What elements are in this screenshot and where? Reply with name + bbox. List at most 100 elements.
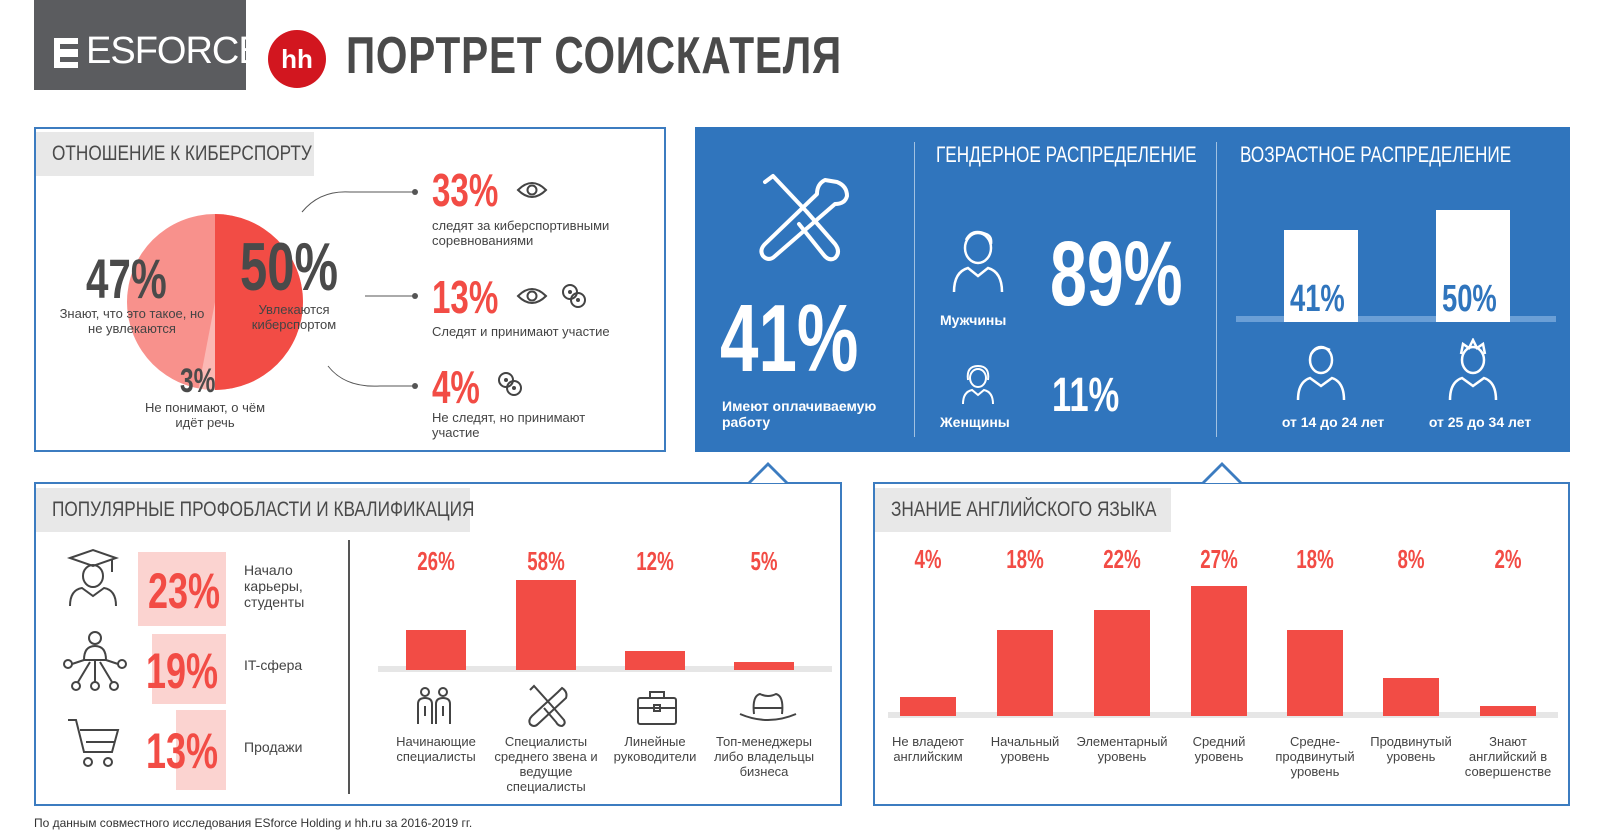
qualification-category-label: Топ-менеджеры либо владельцы бизнеса <box>713 734 815 779</box>
divider <box>348 540 350 794</box>
cart-icon <box>66 716 122 772</box>
eye-icon <box>516 286 548 306</box>
qualification-category-label: Линейные руководители <box>613 734 697 764</box>
age-title: ВОЗРАСТНОЕ РАСПРЕДЕЛЕНИЕ <box>1240 142 1512 167</box>
work-label: Имеют оплачиваемую работу <box>722 398 877 430</box>
area-1-label: Начало карьеры, студенты <box>244 562 305 610</box>
briefcase-icon <box>636 690 678 726</box>
demographics-panel <box>695 127 1570 452</box>
age-2-label: от 25 до 34 лет <box>1428 414 1532 430</box>
area-bg <box>176 710 226 790</box>
qualification-value-label: 12% <box>636 546 674 576</box>
area-2-value: 19% <box>146 643 219 699</box>
age-2-value: 50% <box>1442 278 1497 320</box>
qualification-bar <box>406 629 466 670</box>
english-value-label: 22% <box>1103 544 1141 574</box>
age-bar-1 <box>1284 230 1358 322</box>
slice-47-value: 47% <box>86 247 167 310</box>
person-icon <box>1446 338 1500 402</box>
female-label: Женщины <box>940 414 1010 430</box>
english-value-label: 18% <box>1006 544 1044 574</box>
detail-2-text: Следят и принимают участие <box>432 324 610 339</box>
age-1-label: от 14 до 24 лет <box>1281 414 1385 430</box>
slice-3-value: 3% <box>180 362 216 400</box>
qualification-value-label: 5% <box>750 546 778 576</box>
female-avatar-icon <box>960 364 996 406</box>
qualification-bar <box>625 651 685 670</box>
english-value-label: 2% <box>1494 544 1522 574</box>
slice-3-label: Не понимают, о чём идёт речь <box>144 400 266 430</box>
hh-logo: hh <box>268 30 326 88</box>
english-value-label: 4% <box>914 544 942 574</box>
qualification-category-label: Начинающие специалисты <box>396 734 476 764</box>
english-category-label: Не владеют английским <box>892 734 964 764</box>
english-bar <box>1480 706 1536 716</box>
slice-50-value: 50% <box>240 229 338 305</box>
english-value-label: 8% <box>1397 544 1425 574</box>
female-value: 11% <box>1052 369 1120 422</box>
english-category-label: Средний уровень <box>1192 734 1246 764</box>
graduate-icon <box>66 548 120 608</box>
pie-slice-50 <box>215 214 303 390</box>
profareas-title: ПОПУЛЯРНЫЕ ПРОФОБЛАСТИ И КВАЛИФИКАЦИЯ <box>36 488 474 532</box>
work-value: 41% <box>720 285 859 392</box>
esforce-mark-icon <box>54 38 78 68</box>
slice-50-label: Увлекаются киберспортом <box>251 302 337 332</box>
qualification-value-label: 26% <box>417 546 455 576</box>
pie-connectors <box>301 189 418 389</box>
area-2-label: IT-сфера <box>244 657 303 673</box>
qualification-bar <box>734 662 794 670</box>
english-category-label: Начальный уровень <box>990 734 1060 764</box>
area-bg <box>138 552 226 626</box>
person-icon <box>1294 342 1348 402</box>
english-title: ЗНАНИЕ АНГЛИЙСКОГО ЯЗЫКА <box>875 488 1171 532</box>
english-category-label: Средне-продвинутый уровень <box>1275 734 1355 779</box>
english-bar <box>900 696 956 716</box>
divider <box>914 142 915 437</box>
source-note: По данным совместного исследования ESfor… <box>34 816 473 830</box>
english-value-label: 18% <box>1296 544 1334 574</box>
panel-notch <box>1205 466 1239 483</box>
network-icon <box>62 630 128 692</box>
page-title: ПОРТРЕТ СОИСКАТЕЛЯ <box>346 27 842 85</box>
area-3-value: 13% <box>146 723 219 779</box>
detail-2-value: 13% <box>432 271 499 323</box>
english-bar <box>1191 586 1247 716</box>
tools-icon <box>755 172 855 264</box>
area-bg <box>152 634 226 704</box>
qual-baseline <box>378 666 832 672</box>
esports-title: ОТНОШЕНИЕ К КИБЕРСПОРТУ <box>36 132 314 176</box>
hat-icon <box>738 690 798 724</box>
age-bar-2 <box>1436 210 1510 322</box>
english-category-label: Элементарный уровень <box>1076 734 1168 764</box>
slice-47-label: Знают, что это такое, но не увлекаются <box>59 306 205 336</box>
qualification-category-label: Специалисты среднего звена и ведущие спе… <box>494 734 598 794</box>
qualification-value-label: 58% <box>527 546 565 576</box>
gamepad-icon <box>496 370 524 398</box>
divider <box>1216 142 1217 437</box>
male-avatar-icon <box>950 226 1006 296</box>
english-category-label: Знают английский в совершенстве <box>1464 734 1552 779</box>
age-baseline <box>1236 316 1556 322</box>
qualification-bar <box>516 580 576 670</box>
english-bar <box>1094 610 1150 716</box>
detail-1-value: 33% <box>432 164 499 216</box>
tools-icon <box>526 684 570 728</box>
area-3-label: Продажи <box>244 739 303 755</box>
english-category-label: Продвинутый уровень <box>1370 734 1452 764</box>
english-bar <box>1383 677 1439 716</box>
age-1-value: 41% <box>1290 278 1345 320</box>
detail-3-text: Не следят, но принимают участие <box>432 410 586 440</box>
english-bar <box>1287 629 1343 716</box>
detail-1-text: следят за киберспортивными соревнованиям… <box>432 218 610 248</box>
male-label: Мужчины <box>940 312 1007 328</box>
esports-pie-chart <box>127 214 303 390</box>
eye-icon <box>516 180 548 200</box>
workers-icon <box>414 686 454 726</box>
male-value: 89% <box>1050 223 1183 325</box>
pie-slice-3 <box>198 302 215 390</box>
panel-notch <box>751 466 785 483</box>
brand-name: ESFORCE <box>86 30 264 72</box>
english-value-label: 27% <box>1200 544 1238 574</box>
detail-3-value: 4% <box>432 361 480 413</box>
